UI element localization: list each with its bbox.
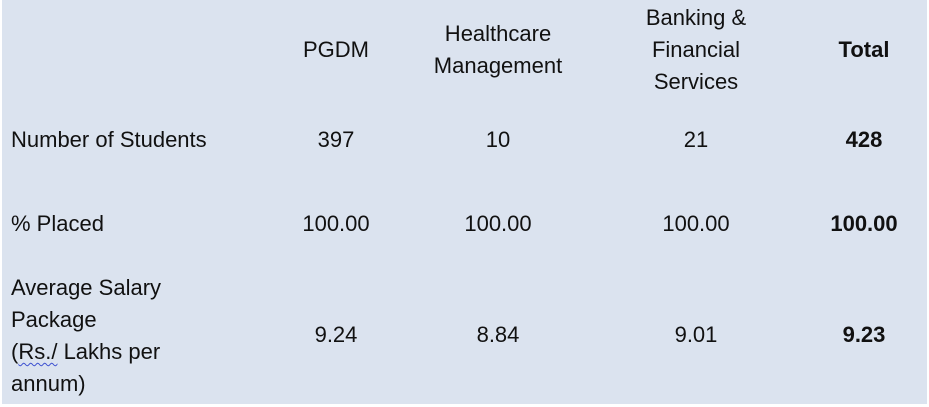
cell-salary-pgdm: 9.24 <box>314 322 358 347</box>
cell-students-pgdm: 397 <box>317 127 355 152</box>
cell-salary-healthcare: 8.84 <box>476 322 520 347</box>
header-healthcare: Healthcare Management <box>433 21 563 78</box>
cell-students-total: 428 <box>845 127 883 152</box>
spellcheck-underline: Rs./ <box>18 339 58 364</box>
cell-placed-pgdm: 100.00 <box>302 211 370 236</box>
cell-students-banking: 21 <box>683 127 709 152</box>
header-total: Total <box>838 37 890 62</box>
cell-placed-healthcare: 100.00 <box>464 211 532 236</box>
cell-salary-banking: 9.01 <box>674 322 718 347</box>
header-banking: Banking & Financial Services <box>645 5 747 94</box>
row-label-students: Number of Students <box>11 127 207 152</box>
cell-placed-total: 100.00 <box>830 211 898 236</box>
cell-salary-total: 9.23 <box>842 322 886 347</box>
row-label-salary: Average Salary Package (Rs./ Lakhs per a… <box>11 275 162 396</box>
row-label-placed: % Placed <box>11 211 104 236</box>
cell-students-healthcare: 10 <box>485 127 511 152</box>
cell-placed-banking: 100.00 <box>662 211 730 236</box>
header-pgdm: PGDM <box>303 37 369 62</box>
